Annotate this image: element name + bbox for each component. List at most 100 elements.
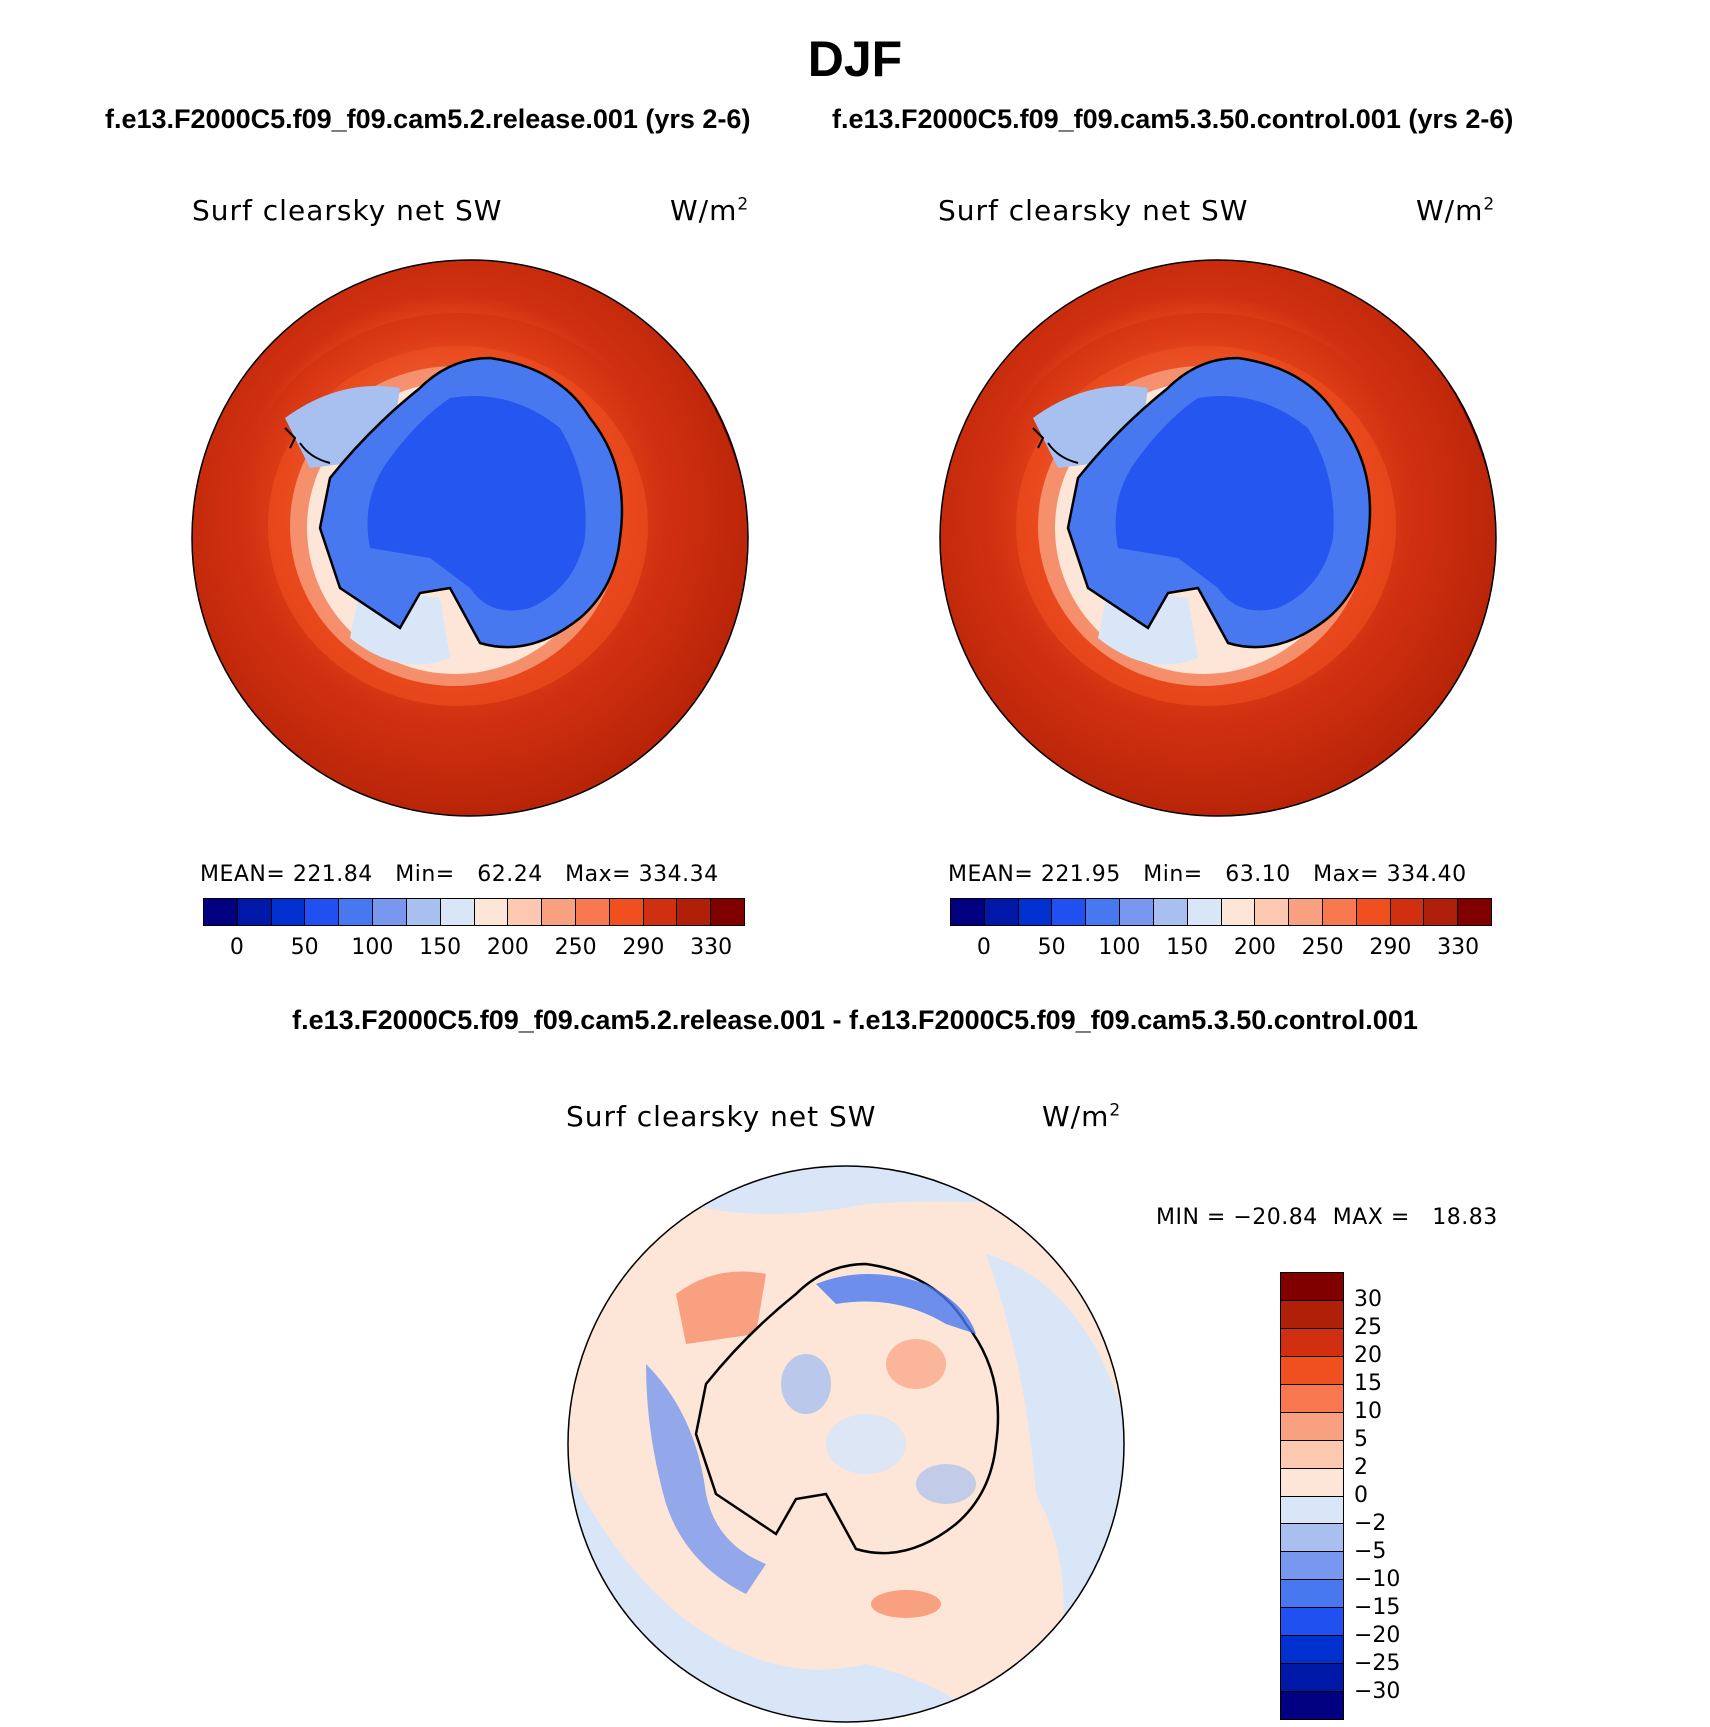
case1-colorbar-label: 150 bbox=[419, 935, 462, 960]
case1-colorbar-label: 100 bbox=[351, 935, 394, 960]
season-title: DJF bbox=[807, 31, 903, 87]
case1-colorbar-swatch bbox=[711, 899, 744, 925]
diff-colorbar-swatch bbox=[1281, 1691, 1343, 1719]
diff-colorbar-swatch bbox=[1281, 1273, 1343, 1300]
diff-colorbar-swatch bbox=[1281, 1607, 1343, 1636]
case2-colorbar-label: 50 bbox=[1037, 935, 1066, 960]
case1-colorbar-label: 290 bbox=[622, 935, 665, 960]
case1-colorbar-label: 330 bbox=[690, 935, 733, 960]
case2-colorbar-label: 250 bbox=[1301, 935, 1344, 960]
diff-polar-map bbox=[567, 1165, 1125, 1723]
diff-colorbar-label: −5 bbox=[1354, 1539, 1387, 1564]
diff-stats: MIN = −20.84 MAX = 18.83 bbox=[1156, 1205, 1498, 1230]
diff-title: f.e13.F2000C5.f09_f09.cam5.2.release.001… bbox=[292, 1005, 1418, 1035]
diff-colorbar-label: −25 bbox=[1354, 1651, 1401, 1676]
case1-colorbar-swatch bbox=[204, 899, 238, 925]
case2-polar-map bbox=[939, 259, 1497, 817]
case2-units-label: W/m2 bbox=[1416, 194, 1496, 227]
diff-colorbar-swatch bbox=[1281, 1523, 1343, 1552]
case1-colorbar-swatch bbox=[237, 899, 272, 925]
case2-colorbar-label: 150 bbox=[1166, 935, 1209, 960]
case2-colorbar-swatch bbox=[1255, 899, 1290, 925]
diff-colorbar-labels: 30 25 20 15 10 5 2 0 −2 −5 −10 −15 −20 −25 −30 bbox=[1354, 1272, 1444, 1720]
case2-colorbar-label: 330 bbox=[1437, 935, 1480, 960]
diff-colorbar-swatch bbox=[1281, 1299, 1343, 1328]
case2-colorbar-swatch bbox=[1018, 899, 1053, 925]
diff-colorbar-label: 0 bbox=[1354, 1483, 1368, 1508]
diff-variable-label: Surf clearsky net SW bbox=[566, 1100, 877, 1133]
case1-colorbar-label: 0 bbox=[229, 935, 244, 960]
case1-colorbar-swatch bbox=[440, 899, 475, 925]
diff-colorbar-label: 10 bbox=[1354, 1399, 1382, 1424]
case2-title: f.e13.F2000C5.f09_f09.cam5.3.50.control.… bbox=[832, 104, 1514, 134]
diff-colorbar-label: −2 bbox=[1354, 1511, 1387, 1536]
diff-units-label: W/m2 bbox=[1042, 1100, 1122, 1133]
diff-colorbar-swatch bbox=[1281, 1411, 1343, 1440]
case1-colorbar-swatch bbox=[575, 899, 610, 925]
diff-colorbar-swatch bbox=[1281, 1383, 1343, 1412]
diff-colorbar-label: 5 bbox=[1354, 1427, 1368, 1452]
case1-stats: MEAN= 221.84 Min= 62.24 Max= 334.34 bbox=[200, 862, 719, 887]
case1-colorbar-swatch bbox=[373, 899, 407, 925]
diff-colorbar-label: −10 bbox=[1354, 1567, 1401, 1592]
case2-colorbar-labels: 0 50 100 150 200 250 290 330 bbox=[950, 935, 1492, 965]
case1-colorbar-swatch bbox=[271, 899, 306, 925]
case2-colorbar-swatch bbox=[1120, 899, 1154, 925]
case1-colorbar-swatch bbox=[542, 899, 576, 925]
diff-colorbar-swatch bbox=[1281, 1355, 1343, 1384]
diff-colorbar-swatch bbox=[1281, 1327, 1343, 1356]
diff-colorbar-swatch bbox=[1281, 1579, 1343, 1608]
diff-colorbar-label: −30 bbox=[1354, 1679, 1401, 1704]
case1-colorbar-label: 200 bbox=[486, 935, 529, 960]
case1-polar-map bbox=[191, 259, 749, 817]
case1-colorbar-swatch bbox=[609, 899, 644, 925]
diff-colorbar-label: 20 bbox=[1354, 1343, 1382, 1368]
diff-colorbar bbox=[1280, 1272, 1344, 1720]
case2-colorbar-swatch bbox=[1424, 899, 1459, 925]
case2-variable-label: Surf clearsky net SW bbox=[938, 194, 1249, 227]
case1-colorbar-swatch bbox=[677, 899, 712, 925]
case1-colorbar-label: 50 bbox=[290, 935, 319, 960]
case2-colorbar-swatch bbox=[984, 899, 1019, 925]
case2-colorbar-swatch bbox=[1052, 899, 1087, 925]
case1-colorbar-labels: 0 50 100 150 200 250 290 330 bbox=[203, 935, 745, 965]
case1-colorbar bbox=[203, 898, 745, 926]
case2-stats: MEAN= 221.95 Min= 63.10 Max= 334.40 bbox=[948, 862, 1467, 887]
diff-colorbar-swatch bbox=[1281, 1495, 1343, 1524]
case2-colorbar-swatch bbox=[1187, 899, 1222, 925]
case2-colorbar-swatch bbox=[1221, 899, 1256, 925]
case1-colorbar-label: 250 bbox=[554, 935, 597, 960]
case1-colorbar-swatch bbox=[643, 899, 678, 925]
case2-colorbar-label: 200 bbox=[1233, 935, 1276, 960]
diff-colorbar-swatch bbox=[1281, 1467, 1343, 1496]
diff-colorbar-label: −15 bbox=[1354, 1595, 1401, 1620]
diff-colorbar-label: 15 bbox=[1354, 1371, 1382, 1396]
case2-colorbar-swatch bbox=[1356, 899, 1391, 925]
diff-colorbar-label: 25 bbox=[1354, 1315, 1382, 1340]
case1-title: f.e13.F2000C5.f09_f09.cam5.2.release.001… bbox=[105, 104, 751, 134]
case2-colorbar bbox=[950, 898, 1492, 926]
case2-colorbar-swatch bbox=[1086, 899, 1121, 925]
case2-colorbar-label: 0 bbox=[976, 935, 991, 960]
case2-colorbar-swatch bbox=[1322, 899, 1357, 925]
case2-colorbar-swatch bbox=[1153, 899, 1188, 925]
case2-colorbar-label: 290 bbox=[1369, 935, 1412, 960]
case1-units-label: W/m2 bbox=[670, 194, 750, 227]
case2-colorbar-swatch bbox=[1458, 899, 1491, 925]
case2-colorbar-label: 100 bbox=[1098, 935, 1141, 960]
case2-colorbar-swatch bbox=[1289, 899, 1323, 925]
diff-colorbar-label: 2 bbox=[1354, 1455, 1368, 1480]
diff-colorbar-swatch bbox=[1281, 1635, 1343, 1664]
case1-colorbar-swatch bbox=[339, 899, 374, 925]
diff-colorbar-label: 30 bbox=[1354, 1287, 1382, 1312]
case1-colorbar-swatch bbox=[305, 899, 340, 925]
diff-colorbar-swatch bbox=[1281, 1439, 1343, 1468]
diff-colorbar-label: −20 bbox=[1354, 1623, 1401, 1648]
case1-colorbar-swatch bbox=[508, 899, 543, 925]
case1-colorbar-swatch bbox=[474, 899, 509, 925]
diff-colorbar-swatch bbox=[1281, 1551, 1343, 1580]
diff-colorbar-swatch bbox=[1281, 1663, 1343, 1692]
case2-colorbar-swatch bbox=[951, 899, 985, 925]
case2-colorbar-swatch bbox=[1390, 899, 1425, 925]
case1-colorbar-swatch bbox=[406, 899, 441, 925]
